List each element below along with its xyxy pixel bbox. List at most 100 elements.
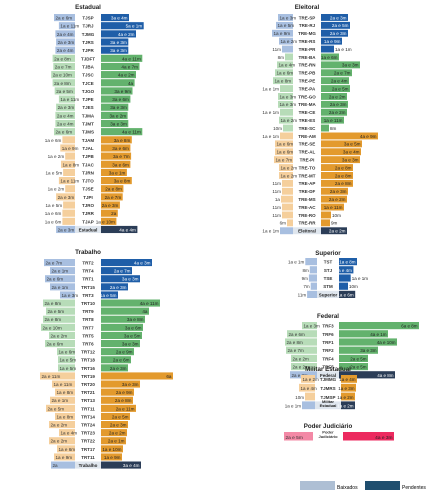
value-label-baixados: 1a [275,197,281,202]
value-label-baixados: 11m [272,47,281,52]
bar-pendentes [101,193,123,201]
bar-category-label: TRT24 [81,423,95,428]
value-label-pendentes: 1a e 5m [100,293,117,298]
bar-row: TJSC 2a e 10m 4a e 2m [51,71,136,79]
bar-pendentes [321,140,362,148]
bar-baixados [49,421,75,429]
value-label-pendentes: 2a e 3m [110,285,127,290]
bar-baixados [278,100,293,108]
value-label-pendentes: 4a e 4m [119,227,136,232]
bar-row: TRT13 2a e 1m 2a e 8m [50,396,133,404]
bar-row: TRE-AL 1a e 6m 3a e 4m [275,148,361,156]
bar-pendentes [101,259,152,267]
bar-pendentes [321,45,334,53]
bar-baixados [50,283,75,291]
bar-pendentes [101,429,127,437]
value-label-pendentes: 4a e 7m [121,64,138,69]
value-label-baixados: 1a e 2m [281,173,298,178]
bar-baixados [56,193,75,201]
bar-category-label: Eleitoral [298,229,316,234]
bar-row: TRE-MG 1a e 9m 2a e 3m [272,29,348,37]
bar-category-label: TRE-RO [298,213,316,218]
bar-pendentes [101,95,131,103]
bar-baixados [302,322,317,330]
bar-pendentes [321,179,353,187]
bar-baixados [55,111,75,119]
value-label-pendentes: 1a e 1m [335,47,352,52]
value-label-pendentes: 2a e 8m [105,187,122,192]
bar-pendentes [321,172,353,179]
value-label-baixados: 1a e 11m [60,24,79,29]
bar-row: TRT6 2a e 6m 3a e 3m [45,340,140,348]
value-label-pendentes: 9m [331,221,338,226]
value-label-baixados: 2a e 2m [51,439,68,444]
bar-pendentes [339,330,388,338]
bar-category-label: TRT7 [82,325,94,330]
bar-pendentes [101,404,136,412]
value-label-baixados: 2a e 7m [288,348,305,353]
bar-category-label: TJPE [82,97,93,102]
bar-baixados [40,372,75,380]
bar-category-label: TJPB [82,154,94,159]
bar-pendentes [101,160,131,168]
bar-pendentes [341,401,355,410]
value-label-baixados: 1a e 2m [48,154,65,159]
bar-category-label: TRT6 [82,342,94,347]
bar-baixados [55,119,75,128]
value-label-pendentes: 3a e 6m [112,146,129,151]
value-label-pendentes: 2a e 1m [108,439,125,444]
value-label-pendentes: 2a e 2m [109,431,126,436]
value-label-pendentes: 2a e 8m [335,181,352,186]
bar-baixados [57,348,75,356]
value-label-baixados: 1a e 6m [45,219,62,224]
value-label-pendentes: 2a e 9m [116,390,133,395]
bar-baixados [280,85,293,92]
bar-baixados [301,375,315,383]
chart-panel: Superior TST 1a e 1m 1a e 8m STJ 8m 1a e 4mTSE… [288,250,368,298]
bar-baixados [279,164,293,171]
bar-pendentes [321,21,350,29]
bar-pendentes [339,322,419,330]
bar-baixados [63,201,75,209]
bar-pendentes [101,201,120,209]
bar-category-label: TRF6 [322,332,334,337]
bar-baixados [287,330,317,338]
bar-pendentes [321,29,348,37]
bar-baixados [50,396,75,404]
bar-row: STM 7m 10m [303,282,358,290]
value-label-pendentes: 2a e 2m [329,197,346,202]
bar-baixados [58,177,75,185]
value-label-baixados: 1a e 1m [285,404,302,409]
bar-category-label: TRE-RJ [299,23,316,28]
value-label-pendentes: 3a e 9m [114,89,131,94]
bar-baixados [278,14,293,21]
bar-category-label: TRT5 [82,333,94,338]
bar-row: TRT10 2a e 8m 4a e 11m [43,299,160,307]
value-label-pendentes: 1a e 1m [352,276,369,281]
chart-title: Trabalho [75,249,101,256]
bar-baixados [54,453,75,461]
value-label-baixados: 1a e 1m [262,110,279,115]
bar-category-label: TST [324,260,333,265]
bar-category-label: TRT4 [82,269,94,274]
value-label-baixados: 11m [272,205,281,210]
bar-category-label: TRE-SE [299,142,316,147]
value-label-pendentes: 2a e 7m [114,269,131,274]
bar-row: TRE-RR 6m 9m [280,219,338,227]
value-label-baixados: 2a e 3m [58,195,75,200]
bar-row: TRT7 2a e 10m 3a e 6m [41,323,143,331]
bar-pendentes [101,38,129,46]
value-label-baixados: 2a e 6m [56,16,73,21]
bar-pendentes [341,375,357,383]
value-label-baixados: 8m [303,268,310,273]
bar-baixados [282,203,293,211]
bar-pendentes [101,128,143,136]
value-label-baixados: 11m [272,213,281,218]
bar-category-label: TJMSP [320,395,335,400]
bar-row: TRE-PE 1a e 8m 2a e 4m [273,77,349,85]
bar-baixados [65,185,75,193]
